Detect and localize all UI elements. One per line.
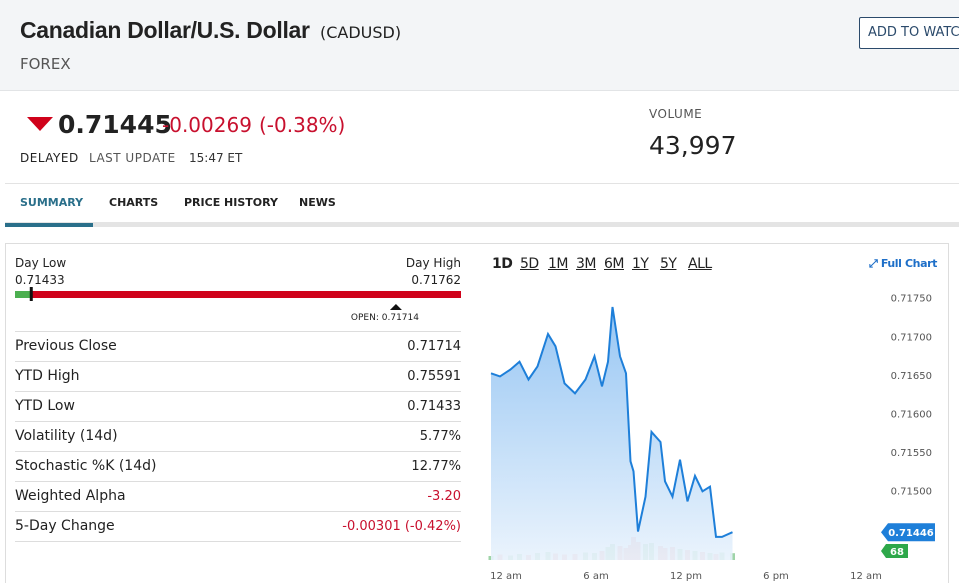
open-text: OPEN: (350, 313, 379, 323)
row-divider (15, 541, 461, 542)
tab[interactable]: SUMMARY (20, 196, 84, 209)
row-divider (15, 451, 461, 452)
day-low: 0.71433 (15, 273, 65, 287)
day-high-label: Day High (405, 256, 461, 270)
stat-value: -0.00301 (-0.42%) (342, 519, 461, 534)
y-tick-label: 0.71750 (891, 294, 932, 305)
range-button[interactable]: 1Y (632, 256, 649, 272)
stat-value: 5.77% (419, 429, 461, 444)
full-chart-link[interactable]: ⤢ Full Chart (868, 257, 938, 270)
x-tick-label: 12 am (850, 571, 882, 582)
stat-label: YTD High (15, 368, 80, 384)
range-bar (15, 291, 461, 298)
open-value: 0.71714 (381, 313, 419, 323)
volume-label: VOLUME (649, 107, 703, 121)
price-area (491, 307, 733, 560)
stat-value: 12.77% (411, 459, 461, 474)
header-bg (0, 0, 959, 91)
stat-label: Previous Close (15, 338, 117, 354)
day-high: 0.71762 (411, 273, 461, 287)
y-tick-label: 0.71600 (891, 409, 932, 420)
y-tick-label: 0.71550 (891, 448, 932, 459)
status: DELAYED (20, 151, 79, 165)
tab-underline (5, 223, 93, 227)
stat-label: YTD Low (15, 398, 75, 414)
stat-value: 0.71433 (407, 399, 461, 414)
row-divider (15, 511, 461, 512)
price-flag-label: 0.71446 (888, 528, 934, 539)
range-button[interactable]: 1M (548, 256, 569, 272)
price-line (490, 306, 733, 538)
stat-value: -3.20 (427, 489, 461, 504)
range-button[interactable]: 5D (520, 256, 539, 272)
range-progress (15, 291, 32, 298)
y-tick-label: 0.71650 (891, 371, 932, 382)
watch-button[interactable]: ADD TO WATCH (859, 17, 959, 49)
volume-flag (881, 544, 908, 558)
volume: 43,997 (649, 131, 737, 160)
tab[interactable]: NEWS (299, 196, 336, 209)
x-tick-label: 6 am (583, 571, 608, 582)
row-divider (15, 331, 461, 332)
row-divider (15, 481, 461, 482)
y-tick-label: 0.71500 (891, 487, 932, 498)
panel (5, 243, 949, 583)
divider (5, 183, 959, 184)
stat-label: Weighted Alpha (15, 488, 126, 504)
price-flag (881, 523, 935, 542)
open-marker (389, 304, 402, 310)
title: Canadian Dollar/U.S. Dollar (20, 17, 310, 43)
last-update: 15:47 ET (189, 151, 243, 165)
price: 0.71445 (58, 110, 172, 139)
tab[interactable]: PRICE HISTORY (184, 196, 278, 209)
change-pct: (-0.38%) (259, 113, 346, 137)
volume-flag-label: 68 (890, 547, 904, 558)
range-button[interactable]: 6M (604, 256, 625, 272)
category: FOREX (20, 55, 71, 73)
full-chart-text: Full Chart (880, 257, 938, 270)
range-button[interactable]: 3M (576, 256, 597, 272)
range-button[interactable]: ALL (688, 256, 712, 272)
row-divider (15, 391, 461, 392)
stat-value: 0.71714 (407, 339, 461, 354)
x-tick-label: 6 pm (763, 571, 789, 582)
range-button[interactable]: 1D (492, 256, 513, 272)
day-low-label: Day Low (15, 256, 67, 270)
range-marker (29, 287, 33, 301)
tab[interactable]: CHARTS (109, 196, 159, 209)
range-button[interactable]: 5Y (660, 256, 677, 272)
y-tick-label: 0.71700 (891, 332, 932, 343)
stat-label: 5-Day Change (15, 518, 115, 534)
last-update-label: LAST UPDATE (89, 151, 176, 165)
stat-label: Stochastic %K (14d) (15, 458, 157, 474)
tab-bar (5, 222, 959, 227)
x-tick-label: 12 pm (670, 571, 702, 582)
stat-label: Volatility (14d) (15, 428, 118, 444)
row-divider (15, 421, 461, 422)
row-divider (15, 361, 461, 362)
x-tick-label: 12 am (490, 571, 522, 582)
open-label: OPEN: 0.71714 (351, 313, 419, 323)
change: -0.00269 (162, 113, 252, 137)
stat-value: 0.75591 (407, 369, 461, 384)
down-arrow (27, 117, 53, 131)
symbol: (CADUSD) (320, 23, 402, 42)
